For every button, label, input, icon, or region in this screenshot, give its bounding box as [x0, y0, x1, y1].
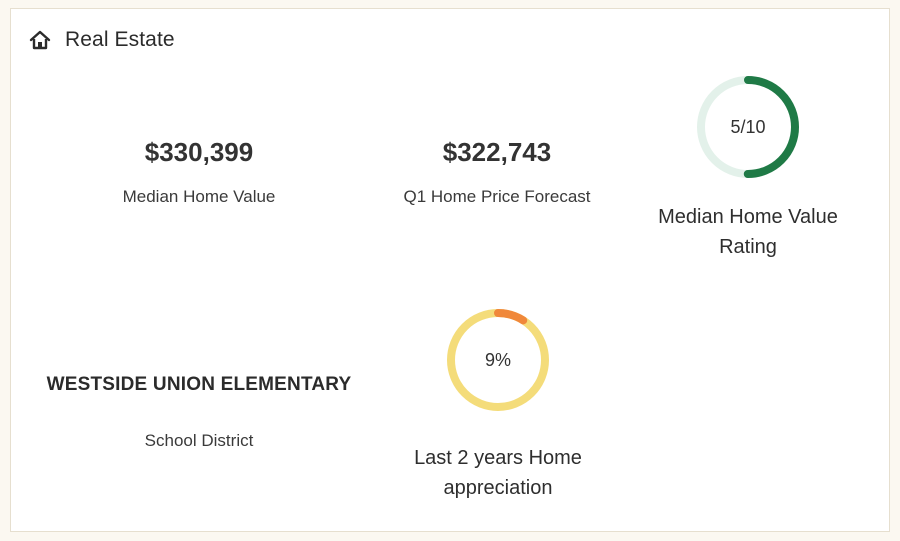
- median-home-value: $330,399: [144, 137, 254, 167]
- rating-label-line2: Rating: [719, 236, 777, 258]
- rating-gauge-block: 5/10 Median Home Value Rating: [638, 73, 858, 262]
- appreciation-label: Last 2 years Home appreciation: [388, 443, 608, 503]
- median-home-value-label: Median Home Value: [122, 187, 276, 206]
- appreciation-gauge-fill: [447, 309, 549, 411]
- q1-forecast-label: Q1 Home Price Forecast: [403, 187, 591, 206]
- school-district-name: WESTSIDE UNION ELEMENTARY: [46, 374, 352, 395]
- appreciation-gauge-block: 9% Last 2 years Home appreciation: [388, 306, 608, 503]
- q1-forecast-value: $322,743: [442, 137, 552, 167]
- rating-gauge: 5/10: [694, 73, 802, 181]
- card-header: Real Estate: [29, 28, 175, 52]
- appreciation-gauge: 9%: [444, 306, 552, 414]
- q1-forecast-stat: $322,743 Q1 Home Price Forecast: [387, 137, 607, 207]
- rating-label: Median Home Value Rating: [638, 202, 858, 262]
- school-district-stat: WESTSIDE UNION ELEMENTARY School Distric…: [29, 374, 369, 451]
- card-title: Real Estate: [65, 28, 175, 51]
- rating-value: 5/10: [730, 117, 766, 137]
- real-estate-card: Real Estate $330,399 Median Home Value $…: [10, 8, 890, 532]
- median-home-value-stat: $330,399 Median Home Value: [99, 137, 299, 207]
- rating-gauge-fill: [697, 76, 799, 178]
- school-district-label: School District: [144, 431, 254, 450]
- appreciation-value: 9%: [484, 350, 511, 370]
- home-icon: [29, 30, 51, 50]
- rating-label-line1: Median Home Value: [658, 206, 838, 228]
- appreciation-label-line2: appreciation: [443, 477, 553, 499]
- appreciation-label-line1: Last 2 years Home: [414, 447, 582, 469]
